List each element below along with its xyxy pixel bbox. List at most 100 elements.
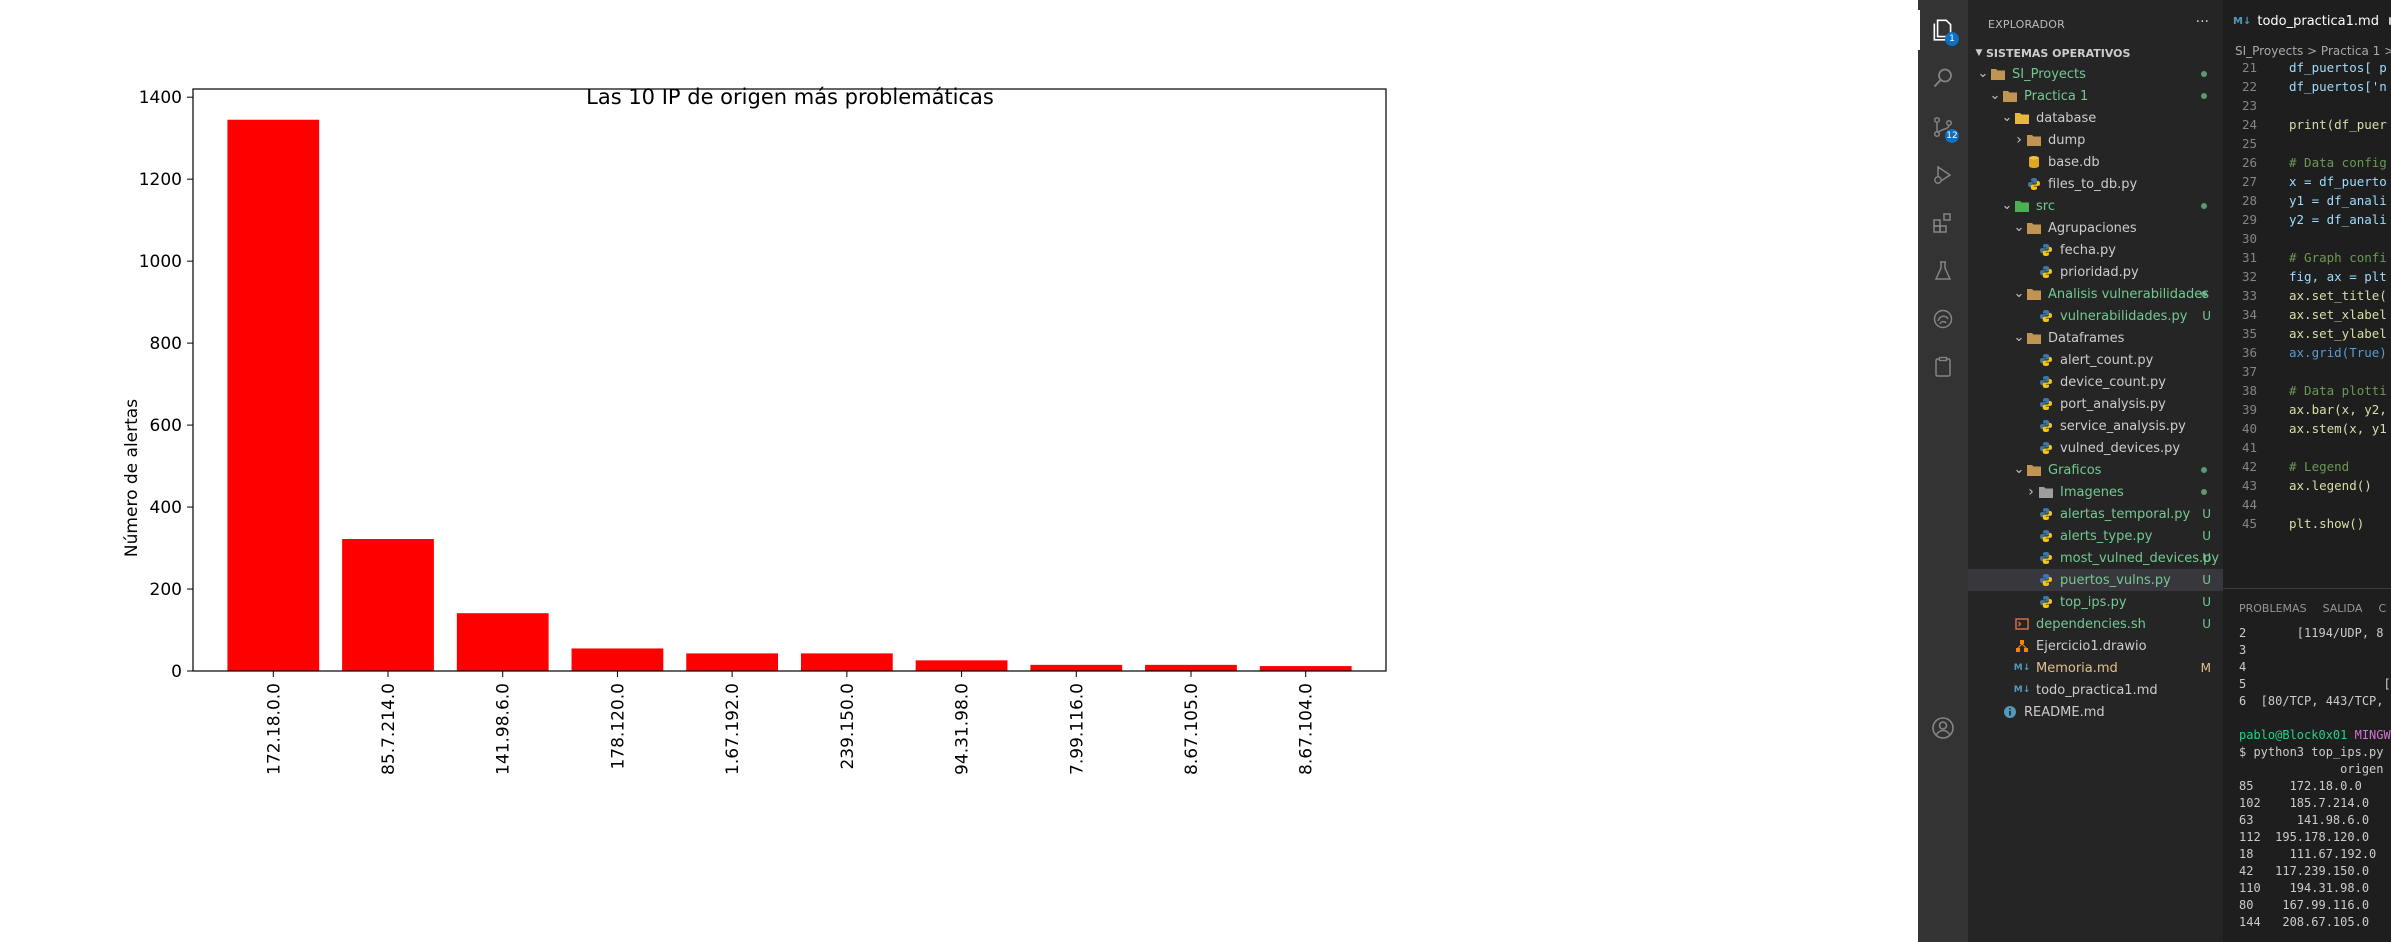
code-line: 22 df_puertos['n <box>2223 77 2391 96</box>
database-icon <box>2026 154 2042 170</box>
tab-todo-practica1[interactable]: M↓ todo_practica1.md <box>2223 0 2391 42</box>
chevron-down-icon[interactable]: ⌄ <box>2001 110 2013 125</box>
tree-item[interactable]: alertas_temporal.py U <box>1968 503 2223 525</box>
images-folder-icon <box>2038 484 2054 500</box>
chevron-down-icon[interactable]: ⌄ <box>2013 330 2025 345</box>
tree-item-label: Practica 1 <box>2024 88 2089 104</box>
run-debug-icon[interactable] <box>1927 159 1959 191</box>
line-number: 29 <box>2241 212 2257 227</box>
tree-item[interactable]: prioridad.py <box>1968 261 2223 283</box>
x-tick-label: 85.7.214.0 <box>379 683 399 775</box>
clipboard-icon[interactable] <box>1927 351 1959 383</box>
code-text: print(df_puer <box>2289 117 2387 132</box>
tree-item-label: fecha.py <box>2060 242 2117 258</box>
tree-item[interactable]: alert_count.py <box>1968 349 2223 371</box>
tree-item[interactable]: ⌄ Analisis vulnerabilidades <box>1968 283 2223 305</box>
tree-item[interactable]: device_count.py <box>1968 371 2223 393</box>
tree-item[interactable]: alerts_type.py U <box>1968 525 2223 547</box>
git-change-dot-icon <box>2201 203 2207 209</box>
code-text: ax.set_ylabel <box>2289 326 2387 341</box>
tree-item-label: Memoria.md <box>2036 660 2118 676</box>
chevron-down-icon[interactable]: ⌄ <box>2001 198 2013 213</box>
code-line: 24 print(df_puer <box>2223 115 2391 134</box>
terminal-line: 144 208.67.105.0 <box>2239 915 2370 929</box>
tree-item[interactable]: M↓ todo_practica1.md <box>1968 679 2223 701</box>
code-line: 40 ax.stem(x, y1 <box>2223 419 2391 438</box>
terminal-line: 63 141.98.6.0 <box>2239 813 2370 827</box>
files-icon[interactable]: 1 <box>1927 14 1959 46</box>
tree-item[interactable]: top_ips.py U <box>1968 591 2223 613</box>
tree-item[interactable]: M↓ Memoria.md M <box>1968 657 2223 679</box>
chevron-down-icon[interactable]: ⌄ <box>2013 462 2025 477</box>
tree-item[interactable]: dependencies.sh U <box>1968 613 2223 635</box>
more-actions-icon[interactable]: ··· <box>2195 14 2209 30</box>
tree-item[interactable]: ⌄ SI_Proyects <box>1968 63 2223 85</box>
tree-item[interactable]: ⌄ database <box>1968 107 2223 129</box>
code-line: 25 <box>2223 134 2391 153</box>
x-ticks: 172.18.0.0 85.7.214.0 141.98.6.0 178.120.0 1… <box>264 671 1317 775</box>
code-text: fig, ax = plt <box>2289 269 2387 284</box>
markdown-file-icon: M↓ <box>2013 685 2031 695</box>
tree-item-label: SI_Proyects <box>2012 66 2086 82</box>
markdown-icon: M↓ <box>2233 15 2252 27</box>
tree-item[interactable]: › Imagenes <box>1968 481 2223 503</box>
tree-item[interactable]: vulned_devices.py <box>1968 437 2223 459</box>
python-file-icon <box>2038 440 2054 456</box>
x-tick-label: 239.150.0 <box>838 683 858 770</box>
search-icon[interactable] <box>1927 62 1959 94</box>
tree-item[interactable]: › dump <box>1968 129 2223 151</box>
chevron-down-icon[interactable]: ⌄ <box>1989 88 2001 103</box>
unsaved-dot-icon[interactable] <box>2388 17 2391 25</box>
git-status-badge: U <box>2202 507 2211 521</box>
panel-tab[interactable]: PROBLEMAS <box>2239 602 2307 615</box>
line-number: 44 <box>2241 497 2257 512</box>
chevron-down-icon[interactable]: ⌄ <box>2013 286 2025 301</box>
panel-tab[interactable]: C <box>2378 602 2387 615</box>
account-icon[interactable] <box>1927 712 1959 744</box>
chevron-right-icon[interactable]: › <box>2028 484 2034 500</box>
line-number: 43 <box>2241 478 2257 493</box>
chevron-down-icon[interactable]: ⌄ <box>2013 220 2025 235</box>
activity-bar: 1 12 <box>1918 0 1968 942</box>
terminal-line: $ python3 top_ips.py <box>2239 745 2384 759</box>
tree-item[interactable]: base.db <box>1968 151 2223 173</box>
git-status-badge: U <box>2202 529 2211 543</box>
chevron-right-icon[interactable]: › <box>2016 132 2022 148</box>
breadcrumb[interactable]: SI_Proyects > Practica 1 > <box>2235 44 2391 58</box>
tree-item[interactable]: ⌄ Practica 1 <box>1968 85 2223 107</box>
remote-explorer-icon[interactable] <box>1927 303 1959 335</box>
tree-item[interactable]: files_to_db.py <box>1968 173 2223 195</box>
tree-item[interactable]: service_analysis.py <box>1968 415 2223 437</box>
tree-item[interactable]: ⌄ Dataframes <box>1968 327 2223 349</box>
tree-item[interactable]: port_analysis.py <box>1968 393 2223 415</box>
tree-item[interactable]: vulnerabilidades.py U <box>1968 305 2223 327</box>
tree-item-label: alert_count.py <box>2060 352 2154 368</box>
tree-item[interactable]: README.md <box>1968 701 2223 723</box>
tree-item-label: README.md <box>2024 704 2105 720</box>
chevron-down-icon[interactable]: ⌄ <box>1977 66 1989 81</box>
tree-item[interactable]: most_vulned_devices.py U <box>1968 547 2223 569</box>
code-line: 28 y1 = df_anali <box>2223 191 2391 210</box>
tree-item[interactable]: puertos_vulns.py U <box>1968 569 2223 591</box>
tree-item[interactable]: fecha.py <box>1968 239 2223 261</box>
testing-icon[interactable] <box>1927 255 1959 287</box>
notification-badge: 1 <box>1945 32 1959 46</box>
panel-tab[interactable]: SALIDA <box>2322 602 2363 615</box>
extensions-icon[interactable] <box>1927 207 1959 239</box>
tree-item[interactable]: Ejercicio1.drawio <box>1968 635 2223 657</box>
tree-item-label: service_analysis.py <box>2060 418 2186 434</box>
git-change-dot-icon <box>2201 93 2207 99</box>
line-number: 23 <box>2241 98 2257 113</box>
shell-file-icon <box>2014 616 2030 632</box>
source-control-icon[interactable]: 12 <box>1927 111 1959 143</box>
code-text: ax.set_xlabel <box>2289 307 2387 322</box>
y-tick-label: 1200 <box>139 170 182 190</box>
tree-item[interactable]: ⌄ Agrupaciones <box>1968 217 2223 239</box>
code-text: # Data plotti <box>2289 383 2387 398</box>
tree-item[interactable]: ⌄ Graficos <box>1968 459 2223 481</box>
bar-2 <box>456 613 549 671</box>
tree-item-label: database <box>2036 110 2097 126</box>
workspace-section[interactable]: ▼ SISTEMAS OPERATIVOS <box>1972 44 2131 62</box>
workspace-name: SISTEMAS OPERATIVOS <box>1986 46 2131 60</box>
tree-item[interactable]: ⌄ src <box>1968 195 2223 217</box>
